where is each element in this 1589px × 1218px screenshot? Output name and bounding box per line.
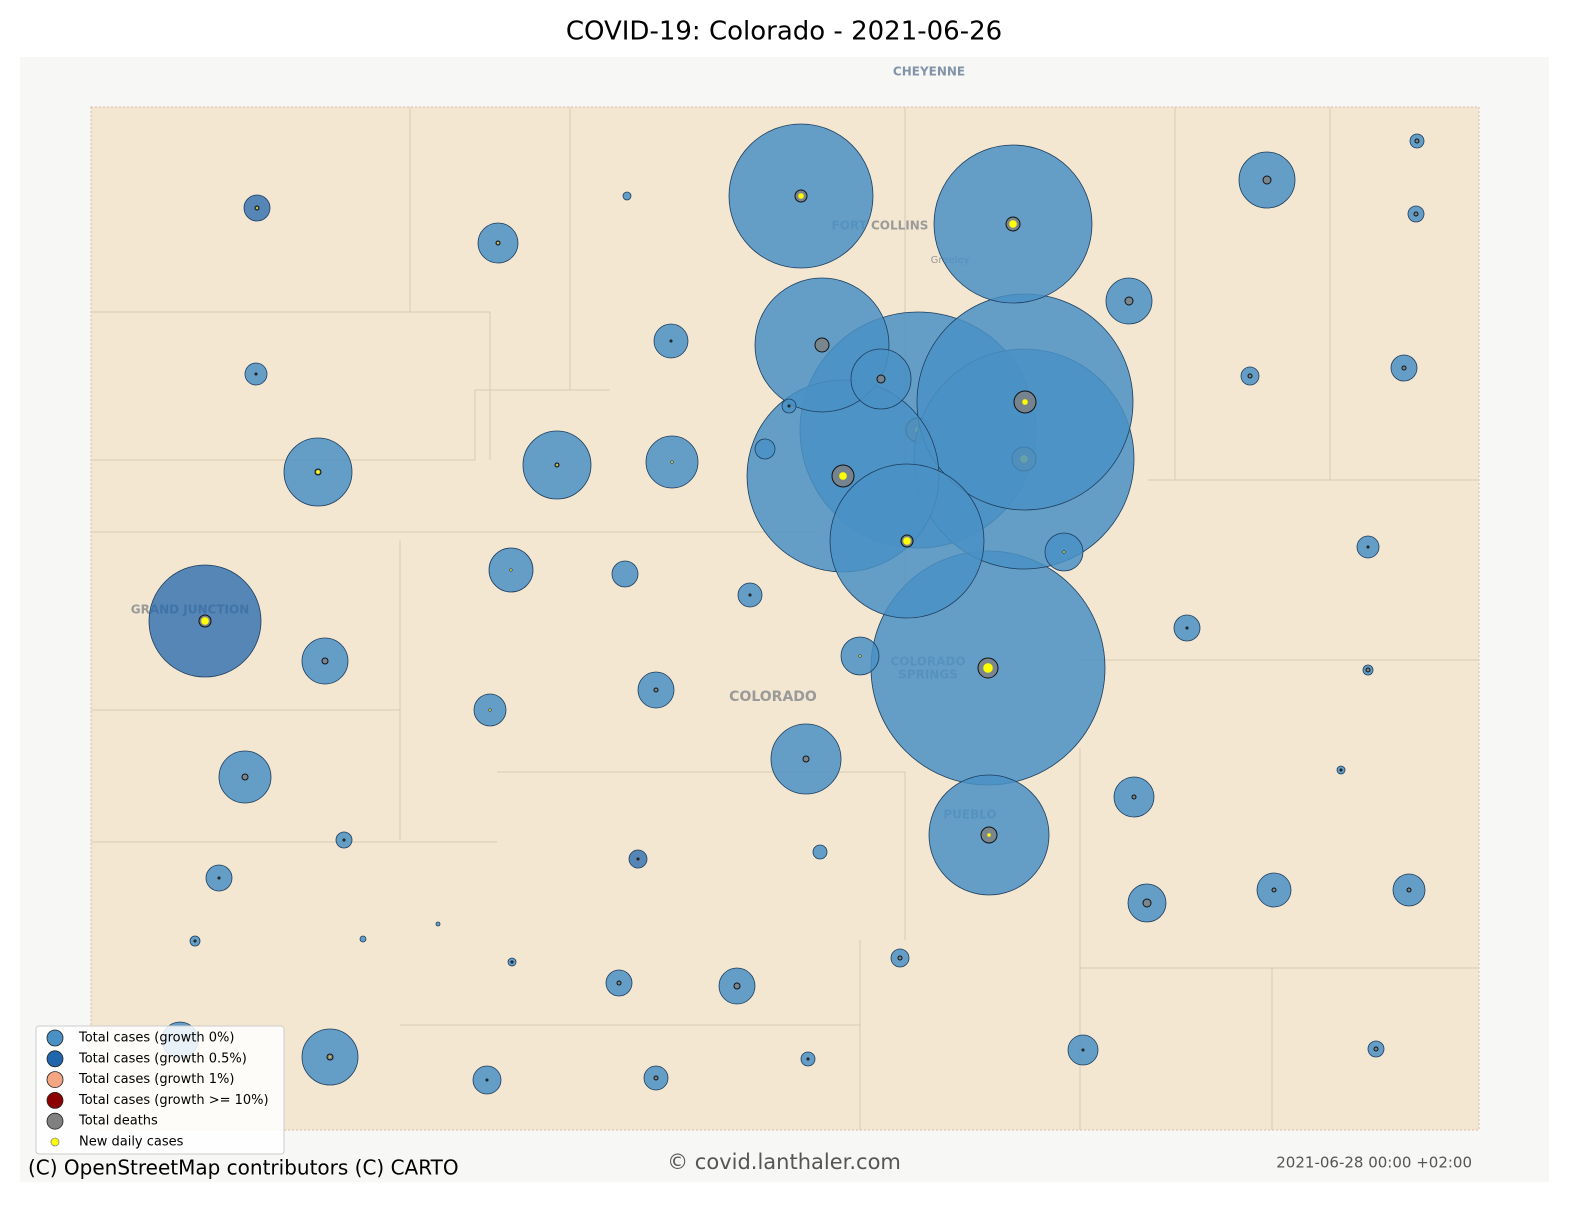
case-bubble <box>435 921 441 927</box>
death-bubble <box>748 593 752 597</box>
legend-label: Total cases (growth 1%) <box>78 1072 234 1087</box>
death-bubble <box>485 1078 489 1082</box>
new-cases-bubble <box>555 463 559 467</box>
death-bubble <box>321 657 329 665</box>
bubbles <box>148 123 1426 1095</box>
death-bubble <box>1339 768 1343 772</box>
death-bubble <box>636 857 640 861</box>
death-bubble <box>1185 626 1189 630</box>
death-bubble <box>814 337 830 353</box>
case-bubble <box>812 844 828 860</box>
new-cases-bubble <box>315 469 321 475</box>
death-bubble <box>241 773 249 781</box>
death-bubble <box>342 838 346 842</box>
new-cases-bubble <box>200 616 210 626</box>
death-bubble <box>1365 667 1371 673</box>
death-bubble <box>1366 545 1370 549</box>
case-bubble <box>611 560 639 588</box>
case-bubble <box>622 191 632 201</box>
legend-marker <box>50 1137 60 1147</box>
county-lines <box>91 107 1479 1130</box>
death-bubble <box>616 980 622 986</box>
case-bubble <box>359 935 367 943</box>
death-bubble <box>193 939 197 943</box>
legend-marker <box>46 1071 64 1088</box>
death-bubble <box>669 339 673 343</box>
death-bubble <box>254 372 258 376</box>
new-cases-bubble <box>797 192 805 200</box>
death-bubble <box>897 955 903 961</box>
new-cases-bubble <box>838 471 848 481</box>
new-cases-bubble <box>986 832 992 838</box>
legend-marker <box>46 1050 64 1068</box>
legend-marker <box>46 1112 64 1130</box>
new-cases-bubble <box>488 708 492 712</box>
death-bubble <box>1081 1048 1085 1052</box>
death-bubble <box>1262 175 1272 185</box>
city-label: CHEYENNE <box>893 65 965 79</box>
death-bubble <box>1414 138 1420 144</box>
death-bubble <box>653 1075 659 1081</box>
death-bubble <box>653 687 659 693</box>
death-bubble <box>510 960 514 964</box>
death-bubble <box>1406 887 1412 893</box>
death-bubble <box>1373 1046 1379 1052</box>
watermark: © covid.lanthaler.com <box>667 1150 901 1174</box>
death-bubble <box>217 876 221 880</box>
death-bubble <box>733 982 741 990</box>
death-bubble <box>1413 211 1419 217</box>
death-bubble <box>1124 296 1134 306</box>
legend-marker <box>46 1092 64 1109</box>
death-bubble <box>876 374 886 384</box>
death-bubble <box>1247 373 1253 379</box>
death-bubble <box>1271 887 1277 893</box>
death-bubble <box>1131 794 1137 800</box>
legend-label: Total cases (growth >= 10%) <box>78 1093 269 1108</box>
legend-label: Total cases (growth 0.5%) <box>78 1051 247 1066</box>
legend-label: Total deaths <box>78 1114 158 1129</box>
case-bubble <box>754 438 776 460</box>
new-cases-bubble <box>1008 219 1018 229</box>
new-cases-bubble <box>255 206 259 210</box>
new-cases-bubble <box>982 662 994 674</box>
death-bubble <box>806 1057 810 1061</box>
new-cases-bubble <box>1062 550 1066 554</box>
new-cases-bubble <box>902 536 912 546</box>
state-area <box>90 106 1480 1131</box>
new-cases-bubble <box>670 460 674 464</box>
timestamp: 2021-06-28 00:00 +02:00 <box>1276 1154 1472 1172</box>
death-bubble <box>802 755 810 763</box>
legend-label: Total cases (growth 0%) <box>78 1031 234 1046</box>
death-bubble <box>1401 365 1407 371</box>
death-bubble <box>787 404 791 408</box>
new-cases-bubble <box>1021 398 1029 406</box>
new-cases-bubble <box>858 654 862 658</box>
new-cases-bubble <box>496 241 500 245</box>
legend-box <box>35 1025 285 1155</box>
new-cases-bubble <box>328 1055 332 1059</box>
state-label: COLORADO <box>729 689 817 705</box>
attribution: (C) OpenStreetMap contributors (C) CARTO <box>28 1156 459 1180</box>
new-cases-bubble <box>509 568 513 572</box>
death-bubble <box>1142 898 1152 908</box>
legend-label: New daily cases <box>79 1135 184 1150</box>
title: COVID-19: Colorado - 2021-06-26 <box>566 17 1002 47</box>
legend-marker <box>46 1029 64 1047</box>
